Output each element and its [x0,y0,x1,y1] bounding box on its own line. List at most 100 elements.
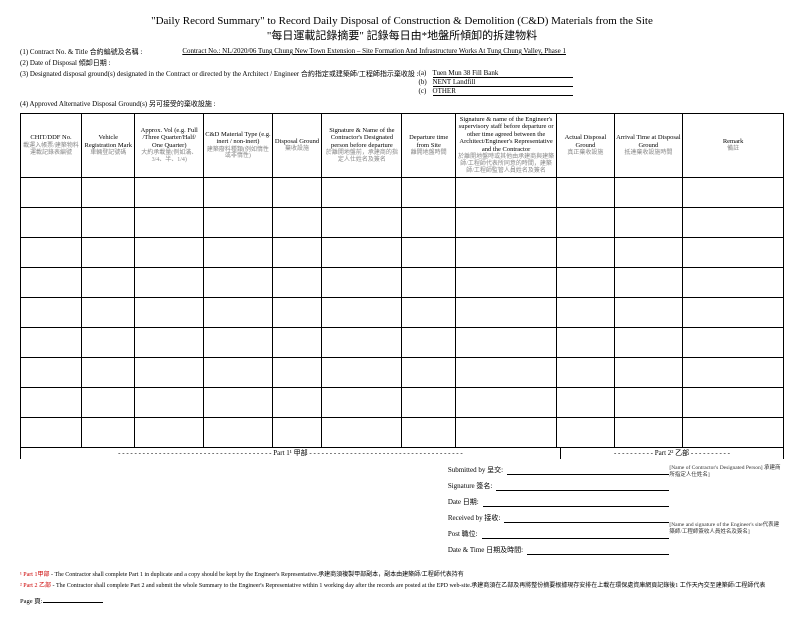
table-cell[interactable] [322,208,402,238]
sig-post-line[interactable] [482,531,670,539]
sig-received-line[interactable] [504,515,669,523]
table-cell[interactable] [322,178,402,208]
table-cell[interactable] [82,208,135,238]
table-cell[interactable] [82,238,135,268]
table-cell[interactable] [322,238,402,268]
table-cell[interactable] [455,328,556,358]
table-cell[interactable] [402,298,455,328]
table-cell[interactable] [322,328,402,358]
table-cell[interactable] [21,178,82,208]
table-cell[interactable] [614,358,683,388]
table-cell[interactable] [455,388,556,418]
table-cell[interactable] [82,178,135,208]
table-cell[interactable] [21,358,82,388]
table-cell[interactable] [402,328,455,358]
table-cell[interactable] [135,178,204,208]
table-cell[interactable] [557,208,614,238]
table-cell[interactable] [683,358,784,388]
table-cell[interactable] [322,298,402,328]
table-cell[interactable] [402,238,455,268]
table-cell[interactable] [683,268,784,298]
table-cell[interactable] [455,208,556,238]
table-cell[interactable] [21,298,82,328]
table-cell[interactable] [557,388,614,418]
table-cell[interactable] [272,208,322,238]
table-cell[interactable] [614,418,683,448]
table-cell[interactable] [272,328,322,358]
table-cell[interactable] [683,418,784,448]
table-cell[interactable] [204,238,273,268]
table-cell[interactable] [272,358,322,388]
table-cell[interactable] [683,388,784,418]
table-cell[interactable] [135,388,204,418]
table-cell[interactable] [82,328,135,358]
table-cell[interactable] [683,208,784,238]
table-cell[interactable] [21,238,82,268]
table-cell[interactable] [557,238,614,268]
table-cell[interactable] [82,298,135,328]
table-cell[interactable] [322,358,402,388]
table-cell[interactable] [322,388,402,418]
table-cell[interactable] [614,328,683,358]
table-cell[interactable] [557,268,614,298]
table-cell[interactable] [683,178,784,208]
table-cell[interactable] [614,388,683,418]
table-cell[interactable] [557,298,614,328]
table-cell[interactable] [204,298,273,328]
table-cell[interactable] [135,328,204,358]
table-cell[interactable] [135,268,204,298]
table-cell[interactable] [21,208,82,238]
table-cell[interactable] [204,208,273,238]
table-cell[interactable] [402,418,455,448]
table-cell[interactable] [683,328,784,358]
table-cell[interactable] [82,358,135,388]
table-cell[interactable] [557,358,614,388]
table-cell[interactable] [455,268,556,298]
table-cell[interactable] [614,268,683,298]
table-cell[interactable] [204,328,273,358]
table-cell[interactable] [455,238,556,268]
table-cell[interactable] [21,388,82,418]
table-cell[interactable] [402,358,455,388]
table-cell[interactable] [683,238,784,268]
table-cell[interactable] [455,178,556,208]
table-cell[interactable] [272,298,322,328]
table-cell[interactable] [204,418,273,448]
table-cell[interactable] [272,178,322,208]
table-cell[interactable] [557,328,614,358]
table-cell[interactable] [204,358,273,388]
table-cell[interactable] [204,388,273,418]
table-cell[interactable] [21,418,82,448]
table-cell[interactable] [21,328,82,358]
sig-date1-line[interactable] [483,499,670,507]
table-cell[interactable] [272,418,322,448]
table-cell[interactable] [82,388,135,418]
table-cell[interactable] [557,418,614,448]
table-cell[interactable] [614,178,683,208]
table-cell[interactable] [82,418,135,448]
table-cell[interactable] [402,178,455,208]
table-cell[interactable] [135,358,204,388]
table-cell[interactable] [402,388,455,418]
table-cell[interactable] [614,238,683,268]
table-cell[interactable] [21,268,82,298]
table-cell[interactable] [402,268,455,298]
sig-submitted-line[interactable] [507,467,669,475]
table-cell[interactable] [272,238,322,268]
table-cell[interactable] [272,268,322,298]
table-cell[interactable] [557,178,614,208]
table-cell[interactable] [135,298,204,328]
table-cell[interactable] [322,268,402,298]
table-cell[interactable] [455,358,556,388]
table-cell[interactable] [614,298,683,328]
table-cell[interactable] [402,208,455,238]
table-cell[interactable] [683,298,784,328]
sig-signature-line[interactable] [496,483,669,491]
table-cell[interactable] [135,208,204,238]
sig-date2-line[interactable] [527,547,669,555]
table-cell[interactable] [455,298,556,328]
table-cell[interactable] [614,208,683,238]
table-cell[interactable] [135,418,204,448]
table-cell[interactable] [204,178,273,208]
table-cell[interactable] [82,268,135,298]
